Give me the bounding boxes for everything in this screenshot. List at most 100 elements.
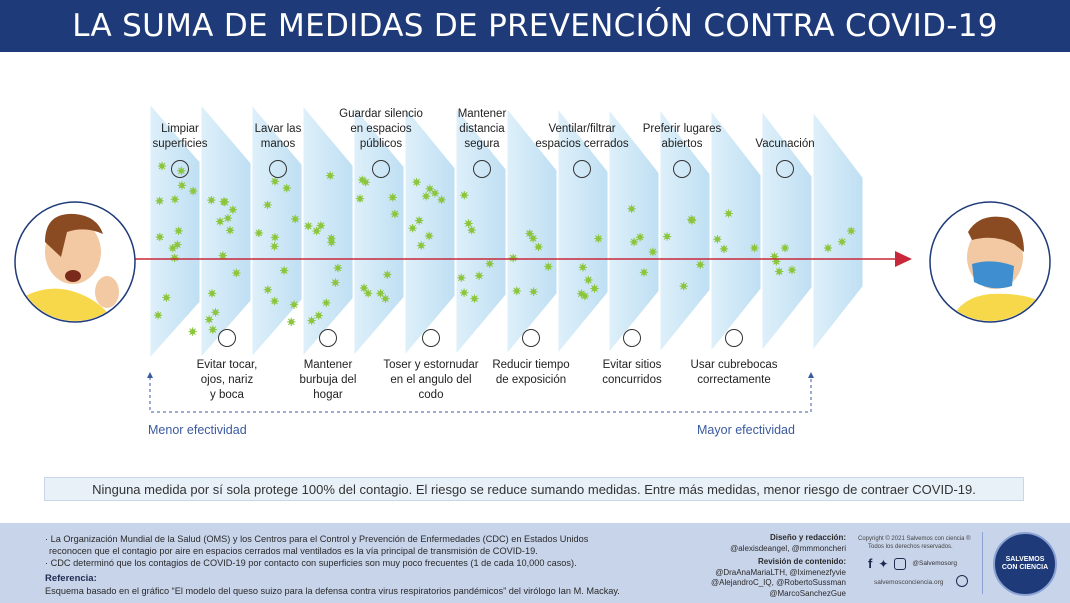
website-link[interactable]: salvemosconciencia.org bbox=[874, 579, 944, 586]
virus-particle bbox=[421, 191, 431, 201]
barrier-slice bbox=[659, 108, 711, 354]
virus-particle bbox=[228, 205, 238, 215]
virus-particle bbox=[528, 233, 538, 244]
virus-particle bbox=[306, 315, 317, 326]
virus-particle bbox=[316, 220, 326, 231]
credits: Diseño y redacción: @alexisdeangel, @mmm… bbox=[690, 533, 846, 599]
barrier-slice bbox=[404, 105, 456, 357]
virus-particle bbox=[279, 265, 289, 276]
copyright: Copyright © 2021 Salvemos con ciencia ® bbox=[858, 536, 971, 542]
virus-particle bbox=[456, 273, 466, 283]
virus-particle bbox=[528, 287, 539, 297]
virus-particle bbox=[330, 277, 341, 288]
virus-particle bbox=[153, 310, 163, 320]
twitter-icon[interactable]: ✦ bbox=[878, 556, 889, 571]
footer-divider bbox=[982, 532, 983, 594]
virus-particle bbox=[161, 292, 172, 303]
reference-text: Esquema basado en el gráfico “El modelo … bbox=[45, 586, 620, 596]
virus-particle bbox=[723, 208, 734, 219]
social-handle[interactable]: @Salvemosorg bbox=[912, 560, 957, 567]
virus-particle bbox=[375, 288, 386, 298]
bubble-icon bbox=[319, 329, 337, 347]
bottom-measure-label: Reducir tiempo de exposición bbox=[492, 359, 570, 386]
virus-particle bbox=[463, 218, 474, 229]
logo-line-2: CON CIENCIA bbox=[1001, 564, 1049, 571]
virus-particle bbox=[225, 225, 235, 235]
bottom-measure-label: Evitar sitios concurridos bbox=[602, 359, 662, 386]
instagram-icon[interactable] bbox=[894, 557, 907, 570]
barrier-slice bbox=[608, 107, 660, 355]
virus-particle bbox=[780, 243, 790, 253]
virus-particle bbox=[749, 243, 760, 253]
footnote-2: · CDC determinó que los contagios de COV… bbox=[45, 558, 577, 568]
virus-particle bbox=[208, 324, 218, 335]
virus-particle bbox=[357, 175, 367, 185]
virus-particle bbox=[823, 243, 833, 253]
virus-particle bbox=[648, 247, 658, 257]
virus-particle bbox=[712, 234, 723, 244]
top-measure-label: Lavar las manos bbox=[254, 123, 302, 150]
virus-particle bbox=[282, 183, 292, 193]
virus-particle bbox=[286, 317, 296, 327]
review-title: Revisión de contenido: bbox=[757, 557, 846, 566]
virus-particle bbox=[187, 326, 198, 337]
virus-particle bbox=[543, 261, 553, 272]
virus-particle bbox=[215, 216, 225, 227]
virus-particle bbox=[469, 293, 480, 304]
barrier-slice bbox=[557, 107, 609, 355]
footnote-1-cont: reconocen que el contagio por aire en es… bbox=[49, 546, 538, 556]
virus-particle bbox=[177, 180, 187, 191]
protected-person bbox=[929, 201, 1051, 323]
virus-particle bbox=[533, 242, 544, 252]
no-touch-face-icon bbox=[218, 329, 236, 347]
virus-particle bbox=[485, 259, 495, 269]
virus-particle bbox=[210, 307, 221, 317]
virus-particle bbox=[589, 283, 600, 294]
bottom-measure-label: Toser y estornudar en el angulo del codo bbox=[383, 359, 479, 401]
virus-particle bbox=[837, 237, 847, 247]
bottom-measure-label: Evitar tocar, ojos, nariz y boca bbox=[196, 359, 258, 401]
virus-particle bbox=[321, 298, 331, 308]
virus-particle bbox=[355, 193, 365, 204]
trees-icon bbox=[673, 160, 691, 178]
top-measure-label: Limpiar superficies bbox=[152, 123, 208, 150]
virus-particle bbox=[512, 286, 522, 296]
virus-particle bbox=[411, 177, 422, 187]
virus-particle bbox=[774, 266, 784, 277]
key-message-text: Ninguna medida por sí sola protege 100% … bbox=[92, 481, 976, 497]
barrier-slice bbox=[302, 104, 354, 358]
spray-icon bbox=[171, 160, 189, 178]
barrier-slice bbox=[812, 110, 864, 352]
syringe-icon bbox=[776, 160, 794, 178]
virus-particle bbox=[593, 233, 604, 244]
title-banner: LA SUMA DE MEDIDAS DE PREVENCIÓN CONTRA … bbox=[0, 0, 1070, 52]
distance-icon bbox=[473, 160, 491, 178]
virus-particle bbox=[157, 161, 167, 171]
virus-particle bbox=[270, 232, 280, 242]
virus-particle bbox=[382, 270, 392, 280]
virus-particle bbox=[223, 213, 233, 223]
virus-particle bbox=[629, 237, 639, 247]
globe-icon bbox=[956, 575, 968, 587]
hand-wash-icon bbox=[269, 160, 287, 178]
virus-particle bbox=[424, 231, 434, 241]
virus-particle bbox=[695, 260, 705, 270]
design-title: Diseño y redacción: bbox=[769, 533, 846, 542]
design-names: @alexisdeangel, @mmmoncheri bbox=[730, 543, 846, 553]
virus-particle bbox=[289, 300, 299, 310]
virus-particle bbox=[303, 221, 313, 231]
virus-particle bbox=[359, 283, 369, 293]
virus-particle bbox=[326, 237, 337, 248]
barrier-slice bbox=[710, 109, 762, 353]
virus-particle bbox=[269, 241, 280, 251]
top-measure-label: Vacunación bbox=[755, 138, 815, 150]
virus-particle bbox=[154, 196, 165, 206]
virus-particle bbox=[414, 215, 424, 226]
barrier-slice bbox=[455, 106, 507, 356]
facebook-icon[interactable]: f bbox=[868, 556, 873, 571]
transmission-arrow bbox=[120, 251, 912, 267]
virus-particle bbox=[687, 215, 697, 226]
virus-particle bbox=[583, 275, 594, 285]
review-names-1: @DraAnaMariaLTH, @Iximenezfyvie bbox=[715, 567, 846, 577]
virus-particle bbox=[390, 209, 400, 219]
